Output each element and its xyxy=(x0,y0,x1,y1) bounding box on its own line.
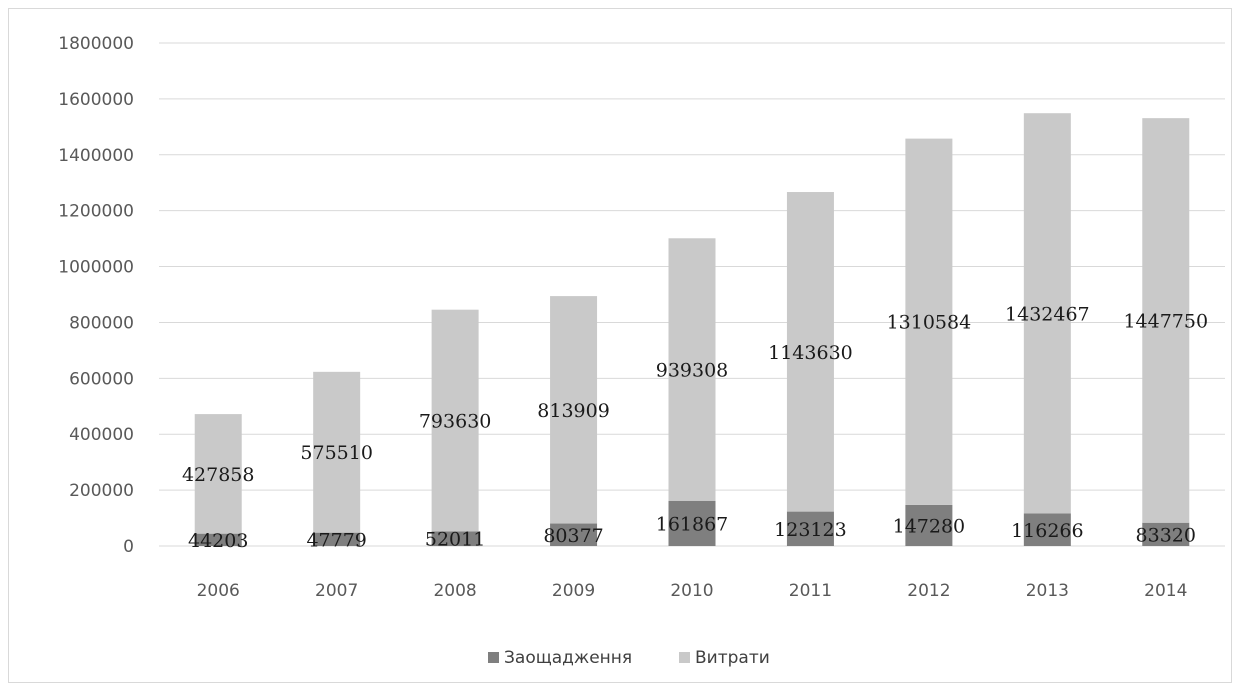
stacked-bar-chart: 0 200000 400000 600000 800000 1000000 1200000 1… xyxy=(58,34,1225,668)
bar-Заощадження-2012 xyxy=(905,504,953,546)
x-tick-label: 2011 xyxy=(789,581,832,601)
data-label-Витрати-2010: 939308 xyxy=(656,360,729,382)
x-tick-label: 2006 xyxy=(197,581,240,601)
data-label-Заощадження-2006: 44203 xyxy=(188,530,248,552)
data-label-Заощадження-2011: 123123 xyxy=(774,519,847,541)
x-tick-label: 2007 xyxy=(315,581,358,601)
data-label-Витрати-2008: 793630 xyxy=(419,411,492,433)
data-label-Витрати-2013: 1432467 xyxy=(1005,303,1090,325)
y-tick-label: 1600000 xyxy=(58,90,134,110)
x-tick-label: 2012 xyxy=(907,581,950,601)
x-tick-label: 2014 xyxy=(1144,581,1187,601)
data-label-Витрати-2011: 1143630 xyxy=(768,342,853,364)
bar-Витрати-2007 xyxy=(313,371,361,533)
data-label-Витрати-2009: 813909 xyxy=(537,400,610,422)
data-label-Заощадження-2012: 147280 xyxy=(893,515,966,537)
data-label-Заощадження-2013: 116266 xyxy=(1011,520,1084,542)
bar-Заощадження-2009 xyxy=(550,523,598,546)
data-label-Заощадження-2010: 161867 xyxy=(656,513,729,535)
bar-Витрати-2012 xyxy=(905,138,953,505)
y-tick-label: 1400000 xyxy=(58,146,134,166)
chart-frame: 0 200000 400000 600000 800000 1000000 1200000 1… xyxy=(8,8,1232,683)
legend-label-Витрати: Витрати xyxy=(695,648,770,668)
y-axis-tick-labels: 0 200000 400000 600000 800000 1000000 1200000 1… xyxy=(58,34,134,557)
bar-Заощадження-2007 xyxy=(313,532,361,546)
data-label-Заощадження-2014: 83320 xyxy=(1136,524,1196,546)
data-label-Заощадження-2008: 52011 xyxy=(425,529,485,551)
x-tick-label: 2008 xyxy=(433,581,476,601)
bar-Витрати-2006 xyxy=(194,414,242,534)
x-tick-label: 2009 xyxy=(552,581,595,601)
y-tick-label: 1800000 xyxy=(58,34,134,54)
data-label-Витрати-2007: 575510 xyxy=(300,442,373,464)
bar-Заощадження-2010 xyxy=(668,500,716,546)
y-tick-label: 800000 xyxy=(69,313,134,333)
bar-Заощадження-2013 xyxy=(1023,513,1071,546)
data-label-Витрати-2012: 1310584 xyxy=(887,312,972,334)
data-labels: 44203 427858 47779 575510 52011 793630 80377 81… xyxy=(182,303,1208,551)
y-tick-label: 1200000 xyxy=(58,202,134,222)
x-tick-label: 2010 xyxy=(670,581,713,601)
data-label-Заощадження-2007: 47779 xyxy=(306,529,366,551)
bar-Витрати-2009 xyxy=(550,296,598,524)
bar-Заощадження-2006 xyxy=(194,533,242,546)
bar-Витрати-2014 xyxy=(1142,118,1190,523)
legend-swatch-Витрати xyxy=(679,652,690,663)
bar-Витрати-2010 xyxy=(668,238,716,501)
bar-Витрати-2008 xyxy=(431,309,479,532)
x-tick-label: 2013 xyxy=(1026,581,1069,601)
data-label-Витрати-2014: 1447750 xyxy=(1123,310,1208,332)
bar-Витрати-2013 xyxy=(1023,113,1071,514)
legend-swatch-Заощадження xyxy=(488,652,499,663)
y-tick-label: 200000 xyxy=(69,481,134,501)
data-label-Витрати-2006: 427858 xyxy=(182,464,255,486)
y-tick-label: 1000000 xyxy=(58,258,134,278)
legend: Заощадження Витрати xyxy=(488,648,770,668)
y-tick-label: 600000 xyxy=(69,369,134,389)
y-tick-label: 400000 xyxy=(69,425,134,445)
y-tick-label: 0 xyxy=(123,537,134,557)
bar-Заощадження-2014 xyxy=(1142,522,1190,546)
data-label-Заощадження-2009: 80377 xyxy=(543,525,603,547)
bar-Заощадження-2011 xyxy=(786,511,834,546)
bar-Витрати-2011 xyxy=(786,192,834,512)
bar-Заощадження-2008 xyxy=(431,531,479,546)
bars xyxy=(194,113,1190,546)
x-axis-tick-labels: 2006 2007 2008 2009 2010 2011 2012 2013 2014 xyxy=(197,581,1188,601)
legend-label-Заощадження: Заощадження xyxy=(504,648,632,668)
